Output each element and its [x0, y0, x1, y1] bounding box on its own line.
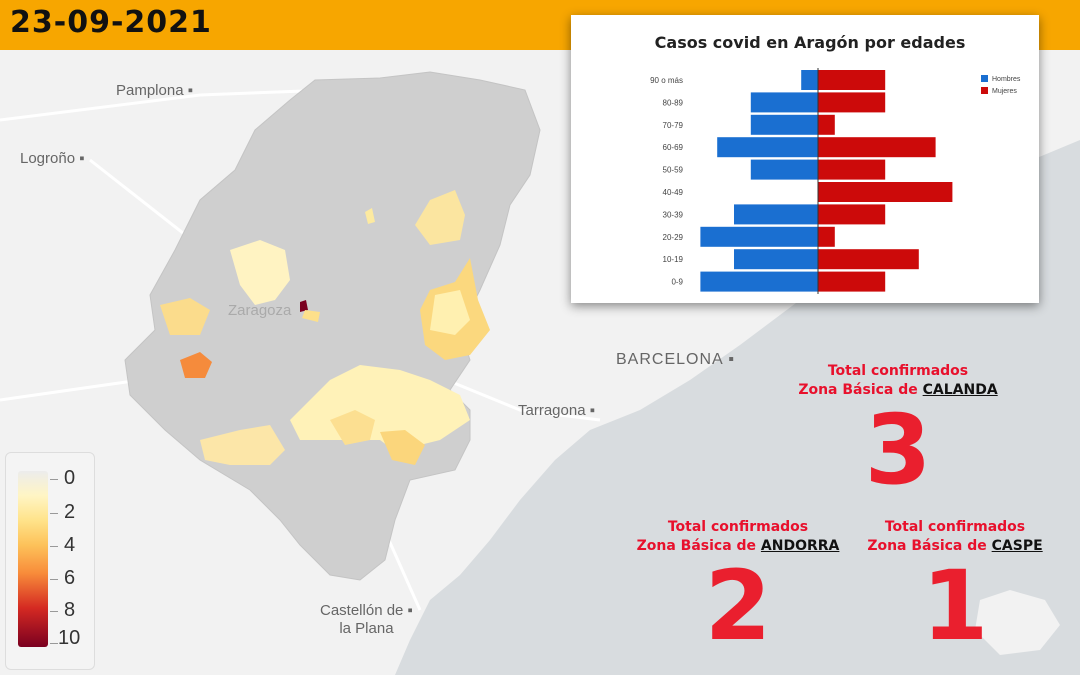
legend-tick: 2 [64, 501, 76, 523]
city-label-castellon: Castellón de ▪ la Plana [320, 602, 413, 637]
zone-total-caspe: Total confirmados Zona Básica de CASPE 1 [850, 518, 1060, 654]
zone-prefix: Zona Básica de [867, 538, 992, 554]
legend-gradient-bar [18, 471, 48, 647]
legend-tick: 4 [64, 534, 76, 556]
bar-hombres-9 [700, 271, 818, 292]
zone-teruel-west [200, 425, 285, 465]
date-label: 23-09-2021 [10, 5, 212, 40]
bar-hombres-0 [801, 70, 818, 90]
bar-mujeres-1 [818, 92, 886, 113]
bar-mujeres-0 [818, 70, 886, 90]
bar-mujeres-5 [818, 182, 953, 202]
category-label: 40-49 [663, 188, 684, 197]
city-label-tarragona: Tarragona ▪ [518, 402, 596, 419]
bar-mujeres-9 [818, 271, 886, 292]
zone-line1: Total confirmados [884, 519, 1026, 535]
category-label: 0-9 [671, 278, 683, 287]
bar-mujeres-7 [818, 226, 835, 247]
age-pyramid-chart: 90 o más 80-89 70-79 60-69 50-59 40-49 30-39 20… [571, 15, 1039, 303]
category-label: 90 o más [650, 76, 683, 85]
legend-tick: 10 [58, 627, 81, 649]
zone-zaragoza-east [302, 310, 320, 322]
zone-line1: Total confirmados [827, 363, 969, 379]
zone-count: 1 [921, 550, 989, 662]
bar-mujeres-4 [818, 159, 886, 180]
zone-borja [160, 298, 210, 335]
zone-name: CALANDA [922, 382, 998, 398]
zone-andorra [330, 410, 375, 445]
label-zaragoza: Zaragoza [228, 302, 292, 319]
zone-zaragoza-city [300, 300, 308, 312]
zone-zaragoza-north [230, 240, 290, 305]
bar-hombres-4 [750, 159, 818, 180]
zone-name: ANDORRA [760, 538, 840, 554]
legend-swatch-mujeres [981, 87, 988, 94]
city-label-pamplona: Pamplona ▪ [116, 82, 194, 99]
zone-count: 2 [704, 550, 772, 662]
bar-hombres-8 [734, 249, 818, 270]
bar-hombres-2 [750, 114, 818, 135]
category-label: 80-89 [663, 98, 684, 107]
zone-huesca-east [415, 190, 465, 245]
island-menorca [975, 590, 1060, 655]
chart-title: Casos covid en Aragón por edades [654, 33, 966, 52]
category-label: 20-29 [663, 233, 684, 242]
bar-mujeres-8 [818, 249, 919, 270]
zone-count: 3 [864, 394, 932, 506]
bar-mujeres-2 [818, 114, 835, 135]
zone-total-andorra: Total confirmados Zona Básica de ANDORRA… [618, 518, 858, 654]
zone-huesca-north [365, 208, 375, 224]
zone-total-calanda: Total confirmados Zona Básica de CALANDA… [778, 362, 1018, 498]
zone-prefix: Zona Básica de [798, 382, 923, 398]
category-label: 70-79 [663, 121, 684, 130]
legend-swatch-hombres [981, 75, 988, 82]
category-label: 60-69 [663, 143, 684, 152]
zone-monegros [430, 290, 470, 335]
zone-line1: Total confirmados [667, 519, 809, 535]
category-label: 10-19 [663, 255, 684, 264]
bar-hombres-6 [734, 204, 818, 225]
legend-tick: 0 [64, 467, 76, 489]
zone-bajo-aragon [290, 365, 470, 455]
legend-tick: 8 [64, 599, 76, 621]
color-legend: 0 2 4 6 8 10 [5, 452, 95, 670]
category-label: 30-39 [663, 210, 684, 219]
zone-calatayud [180, 352, 212, 378]
zone-name: CASPE [991, 538, 1043, 554]
zone-calanda [380, 430, 425, 465]
zone-prefix: Zona Básica de [636, 538, 761, 554]
bar-hombres-3 [717, 137, 818, 158]
bar-mujeres-6 [818, 204, 886, 225]
bar-hombres-7 [700, 226, 818, 247]
legend-label-hombres: Hombres [992, 76, 1021, 83]
bar-mujeres-3 [818, 137, 936, 158]
legend-tick: 6 [64, 567, 76, 589]
city-label-logrono: Logroño ▪ [20, 150, 85, 167]
pyramid-svg: 90 o más 80-89 70-79 60-69 50-59 40-49 30-39 20… [650, 68, 1021, 294]
bar-hombres-1 [750, 92, 818, 113]
city-label-barcelona: BARCELONA ▪ [616, 351, 735, 368]
category-label: 50-59 [663, 166, 684, 175]
legend-label-mujeres: Mujeres [992, 88, 1017, 95]
